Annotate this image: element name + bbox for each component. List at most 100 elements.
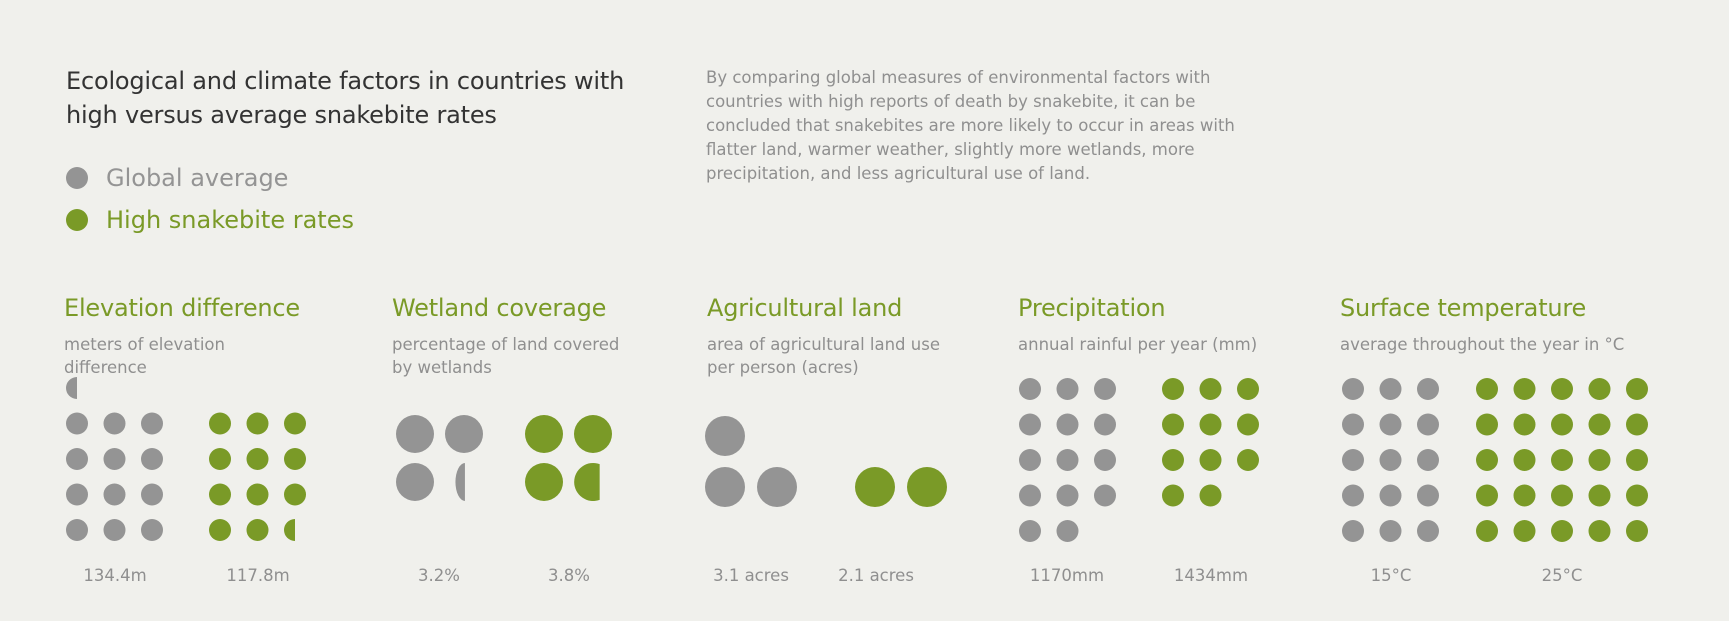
precipitation-average-dot bbox=[1019, 378, 1041, 400]
temperature-high-dot bbox=[1476, 378, 1498, 400]
precipitation-average-dot bbox=[1056, 378, 1079, 400]
elevation-average-dot bbox=[141, 448, 163, 470]
elevation-average-dot bbox=[141, 519, 163, 541]
elevation-average-dot bbox=[66, 483, 88, 506]
temperature-high-dot bbox=[1476, 484, 1498, 507]
elevation-average-dot bbox=[103, 519, 126, 541]
elevation-high-dot bbox=[246, 448, 269, 470]
elevation-high-dot bbox=[209, 519, 231, 541]
temperature-high-dot bbox=[1513, 413, 1536, 436]
wetland-high-dot bbox=[525, 463, 563, 501]
temperature-average-dot bbox=[1379, 449, 1402, 471]
elevation-high-dot bbox=[209, 483, 231, 506]
value-label-temperature-high: 25°C bbox=[1541, 566, 1583, 585]
value-label-agricultural-average: 3.1 acres bbox=[713, 566, 789, 585]
temperature-high-dot bbox=[1513, 378, 1536, 400]
value-label-elevation-high: 117.8m bbox=[226, 566, 290, 585]
wetland-average-dot bbox=[455, 463, 465, 501]
temperature-high-dot bbox=[1588, 449, 1611, 471]
temperature-average-dot bbox=[1417, 413, 1439, 436]
temperature-high-dot bbox=[1476, 413, 1498, 436]
temperature-high-dot bbox=[1626, 484, 1648, 507]
temperature-average-dot bbox=[1342, 449, 1364, 471]
temperature-high-dot bbox=[1626, 449, 1648, 471]
temperature-high-dot bbox=[1588, 378, 1611, 400]
temperature-high-dot bbox=[1588, 413, 1611, 436]
elevation-average-dot bbox=[66, 448, 88, 470]
temperature-high-dot bbox=[1513, 520, 1536, 542]
wetland-high-dot bbox=[574, 463, 600, 502]
agricultural-average-dot bbox=[705, 467, 745, 507]
legend-label-global-average: Global average bbox=[106, 164, 289, 192]
temperature-high-dot bbox=[1551, 484, 1573, 507]
panel-title-temperature: Surface temperature bbox=[1340, 294, 1587, 322]
precipitation-high-dot bbox=[1237, 449, 1259, 471]
elevation-high-dot bbox=[284, 448, 306, 470]
temperature-high-dot bbox=[1626, 520, 1648, 542]
panel-title-wetland: Wetland coverage bbox=[392, 294, 607, 322]
temperature-average-dot bbox=[1417, 378, 1439, 400]
temperature-average-dot bbox=[1417, 449, 1439, 471]
temperature-high-dot bbox=[1626, 378, 1648, 400]
precipitation-average-dot bbox=[1019, 520, 1041, 542]
panel-subtitle-temperature: average throughout the year in °C bbox=[1340, 335, 1625, 354]
precipitation-average-dot bbox=[1019, 449, 1041, 471]
elevation-high-dot bbox=[246, 519, 269, 541]
value-label-agricultural-high: 2.1 acres bbox=[838, 566, 914, 585]
wetland-high-dot bbox=[525, 415, 563, 453]
precipitation-average-dot bbox=[1094, 484, 1116, 507]
legend-dot-global-average bbox=[66, 167, 88, 189]
temperature-average-dot bbox=[1379, 413, 1402, 436]
precipitation-high-dot bbox=[1162, 413, 1184, 436]
panel-subtitle-agricultural: area of agricultural land use per person… bbox=[707, 335, 940, 377]
precipitation-average-dot bbox=[1056, 413, 1079, 436]
elevation-high-dot bbox=[284, 412, 306, 435]
wetland-high-dot bbox=[574, 415, 612, 453]
temperature-average-dot bbox=[1342, 378, 1364, 400]
temperature-high-dot bbox=[1476, 449, 1498, 471]
temperature-high-dot bbox=[1588, 484, 1611, 507]
elevation-high-dot bbox=[284, 519, 295, 541]
temperature-average-dot bbox=[1342, 413, 1364, 436]
wetland-average-dot bbox=[445, 415, 483, 453]
value-label-wetland-high: 3.8% bbox=[548, 566, 590, 585]
elevation-high-dot bbox=[209, 448, 231, 470]
precipitation-average-dot bbox=[1056, 484, 1079, 507]
elevation-average-dot bbox=[103, 448, 126, 470]
precipitation-high-dot bbox=[1199, 449, 1222, 471]
elevation-high-dot bbox=[246, 412, 269, 435]
temperature-high-dot bbox=[1476, 520, 1498, 542]
legend-item-high-snakebite: High snakebite rates bbox=[66, 206, 354, 234]
precipitation-high-dot bbox=[1199, 378, 1222, 400]
temperature-average-dot bbox=[1417, 484, 1439, 507]
temperature-high-dot bbox=[1551, 378, 1573, 400]
precipitation-average-dot bbox=[1056, 520, 1079, 542]
agricultural-average-dot bbox=[705, 416, 745, 456]
temperature-high-dot bbox=[1551, 449, 1573, 471]
panel-subtitle-wetland: percentage of land covered by wetlands bbox=[392, 335, 620, 377]
value-label-temperature-average: 15°C bbox=[1370, 566, 1412, 585]
elevation-high-dot bbox=[284, 483, 306, 506]
value-label-precipitation-high: 1434mm bbox=[1173, 566, 1249, 585]
precipitation-high-dot bbox=[1237, 413, 1259, 436]
temperature-high-dot bbox=[1513, 484, 1536, 507]
legend-label-high-snakebite: High snakebite rates bbox=[106, 206, 354, 234]
precipitation-high-dot bbox=[1199, 484, 1222, 507]
precipitation-high-dot bbox=[1162, 378, 1184, 400]
wetland-average-dot bbox=[396, 415, 434, 453]
elevation-average-dot bbox=[103, 483, 126, 506]
elevation-average-dot bbox=[141, 412, 163, 435]
temperature-average-dot bbox=[1417, 520, 1439, 542]
temperature-average-dot bbox=[1379, 520, 1402, 542]
precipitation-average-dot bbox=[1056, 449, 1079, 471]
elevation-average-dot bbox=[141, 483, 163, 506]
legend-dot-high-snakebite bbox=[66, 209, 88, 231]
temperature-high-dot bbox=[1513, 449, 1536, 471]
elevation-average-dot bbox=[66, 519, 88, 541]
elevation-high-dot bbox=[246, 483, 269, 506]
value-label-precipitation-average: 1170mm bbox=[1029, 566, 1105, 585]
precipitation-average-dot bbox=[1019, 484, 1041, 507]
value-label-elevation-average: 134.4m bbox=[83, 566, 147, 585]
elevation-average-dot bbox=[66, 377, 77, 399]
temperature-average-dot bbox=[1379, 484, 1402, 507]
